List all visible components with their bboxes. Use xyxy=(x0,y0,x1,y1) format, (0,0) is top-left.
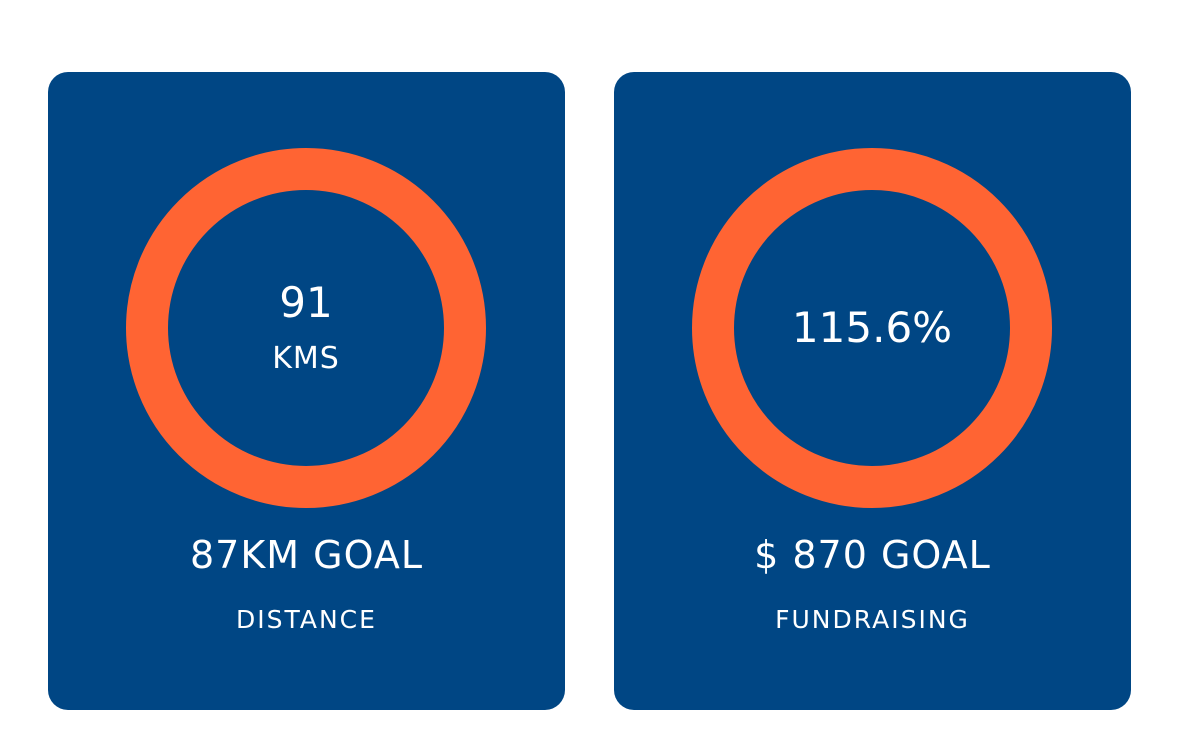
distance-progress-ring: 91 KMS xyxy=(126,148,486,508)
distance-value: 91 xyxy=(279,278,333,327)
fundraising-card: 115.6% $ 870 GOAL FUNDRAISING xyxy=(614,72,1131,710)
distance-goal: 87KM GOAL xyxy=(190,533,423,577)
fundraising-ring-graphic xyxy=(692,148,1052,508)
distance-label: DISTANCE xyxy=(236,605,377,634)
distance-ring-center: 91 KMS xyxy=(126,148,486,508)
fundraising-goal: $ 870 GOAL xyxy=(754,533,991,577)
fundraising-ring-stroke xyxy=(692,148,1052,508)
distance-unit: KMS xyxy=(272,341,340,376)
fundraising-ring-center: 115.6% xyxy=(692,148,1052,508)
fundraising-label: FUNDRAISING xyxy=(775,605,970,634)
fundraising-progress-ring: 115.6% xyxy=(692,148,1052,508)
distance-ring-stroke xyxy=(126,148,486,508)
distance-ring-graphic xyxy=(126,148,486,508)
fundraising-value: 115.6% xyxy=(791,303,953,352)
distance-card: 91 KMS 87KM GOAL DISTANCE xyxy=(48,72,565,710)
